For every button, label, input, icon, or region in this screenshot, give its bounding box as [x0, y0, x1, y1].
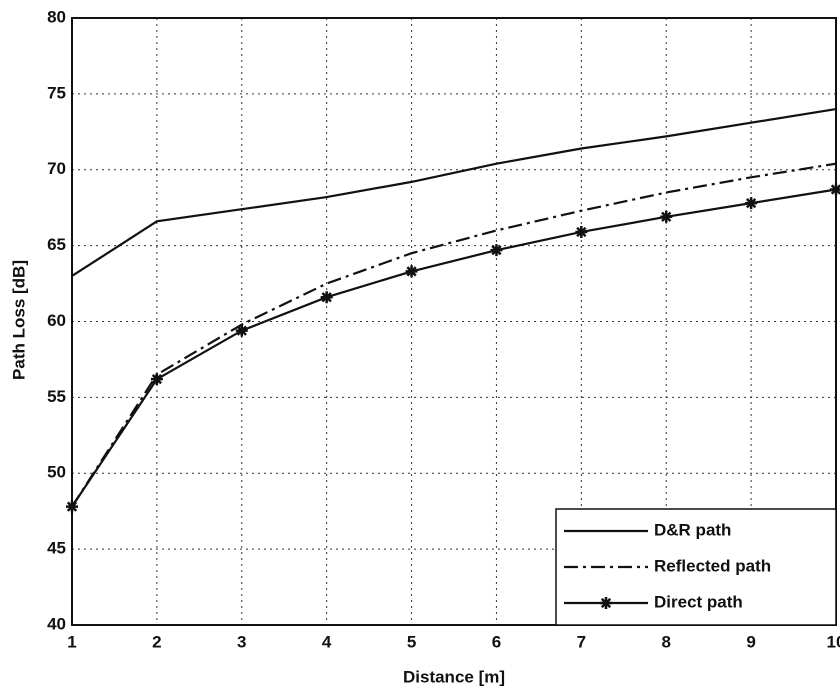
x-tick-label: 8 — [661, 632, 670, 651]
x-axis-label: Distance [m] — [403, 667, 505, 686]
y-tick-label: 70 — [47, 159, 66, 178]
marker — [66, 500, 78, 513]
marker — [575, 225, 588, 238]
marker — [405, 265, 418, 278]
x-tick-label: 9 — [746, 632, 755, 651]
x-tick-label: 4 — [322, 632, 332, 651]
x-tick-label: 10 — [827, 632, 840, 651]
series-line — [71, 162, 837, 508]
marker — [150, 373, 163, 386]
series-line — [71, 188, 837, 508]
x-tick-label: 2 — [152, 632, 161, 651]
y-tick-label: 40 — [47, 614, 66, 633]
y-axis-label: Path Loss [dB] — [9, 260, 28, 380]
legend-label: Reflected path — [654, 556, 771, 575]
marker — [235, 324, 248, 337]
x-tick-label: 6 — [492, 632, 501, 651]
y-tick-label: 75 — [47, 83, 66, 102]
plot-frame — [71, 17, 837, 626]
marker — [660, 210, 673, 223]
y-tick-label: 60 — [47, 311, 66, 330]
y-tick-label: 45 — [47, 539, 66, 558]
y-tick-label: 65 — [47, 235, 66, 254]
y-tick-label: 50 — [47, 463, 66, 482]
legend-label: Direct path — [654, 592, 743, 611]
marker — [320, 291, 333, 304]
legend-label: D&R path — [654, 520, 731, 539]
series-line — [71, 107, 837, 277]
legend-marker — [600, 597, 612, 609]
marker — [490, 244, 503, 257]
x-tick-label: 5 — [407, 632, 416, 651]
y-tick-label: 55 — [47, 387, 66, 406]
marker — [745, 197, 758, 210]
x-tick-label: 1 — [67, 632, 76, 651]
marker — [830, 183, 840, 196]
y-tick-label: 80 — [47, 7, 66, 26]
x-tick-label: 3 — [237, 632, 246, 651]
x-tick-label: 7 — [577, 632, 586, 651]
